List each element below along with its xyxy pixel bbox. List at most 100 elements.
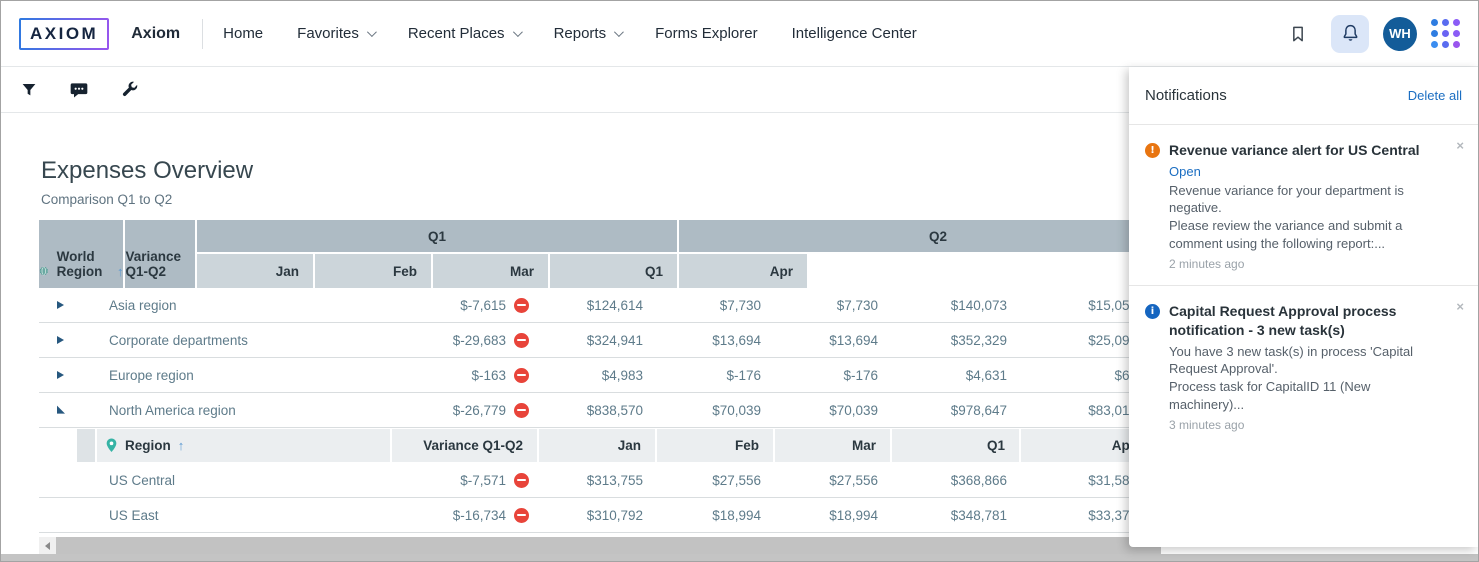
nav-item-intelligence-center[interactable]: Intelligence Center: [792, 25, 917, 42]
variance-value: $-26,779: [452, 402, 506, 418]
row-label: US East: [109, 507, 159, 523]
expand-row-icon[interactable]: [57, 371, 64, 379]
variance-value: $-7,571: [460, 472, 506, 488]
top-navigation-bar: AXIOM Axiom Home Favorites Recent Places…: [1, 1, 1478, 67]
chevron-down-icon: [512, 27, 523, 38]
cell-feb: $18,994: [712, 507, 761, 523]
nav-item-home[interactable]: Home: [223, 25, 263, 42]
window-bottom-scrollbar[interactable]: [1, 554, 1478, 561]
apps-grid-icon[interactable]: [1431, 19, 1460, 48]
column-header-apr[interactable]: Apr: [679, 254, 809, 288]
app-name: Axiom: [131, 24, 181, 42]
collapse-row-icon[interactable]: [57, 405, 65, 414]
nav-item-reports[interactable]: Reports: [554, 25, 624, 42]
axiom-logo[interactable]: AXIOM: [19, 17, 110, 50]
table-row-us-central[interactable]: US Central $-7,571 $313,755 $27,556 $27,…: [39, 463, 1199, 498]
cell-jan: $124,614: [586, 297, 643, 313]
table-row-corporate-departments[interactable]: Corporate departments $-29,683 $324,941 …: [39, 323, 1199, 358]
column-header-feb[interactable]: Feb: [315, 254, 433, 288]
notifications-bell-button[interactable]: [1331, 14, 1369, 53]
row-label-cell: Corporate departments: [39, 323, 394, 357]
table-row-asia-region[interactable]: Asia region $-7,615 $124,614 $7,730 $7,7…: [39, 288, 1199, 323]
cell-jan: $4,983: [601, 367, 643, 383]
table-row-north-america-region[interactable]: North America region $-26,779 $838,570 $…: [39, 393, 1199, 428]
table-horizontal-scrollbar: [39, 537, 1161, 554]
filter-button[interactable]: [13, 74, 45, 106]
notification-timestamp: 3 minutes ago: [1169, 418, 1245, 433]
notification-card-capital-request[interactable]: i Capital Request Approval process notif…: [1129, 285, 1478, 446]
row-label-cell: Europe region: [39, 358, 394, 392]
subcolumn-header-jan[interactable]: Jan: [539, 429, 657, 462]
variance-cell: $-163: [394, 358, 541, 392]
sort-ascending-icon[interactable]: ↑: [116, 264, 124, 279]
bookmark-button[interactable]: [1279, 15, 1317, 53]
column-header-world-region[interactable]: World Region ↑: [39, 220, 126, 288]
negative-variance-icon: [514, 507, 529, 523]
filter-icon: [22, 83, 36, 95]
settings-wrench-button[interactable]: [113, 74, 145, 106]
subcolumn-header-feb[interactable]: Feb: [657, 429, 775, 462]
nav-item-favorites[interactable]: Favorites: [297, 25, 377, 42]
expenses-table: World Region ↑ Variance Q1-Q2 Q1 Q2 Jan …: [39, 220, 1199, 533]
delete-all-link[interactable]: Delete all: [1407, 88, 1462, 103]
subcolumn-header-variance[interactable]: Variance Q1-Q2: [392, 429, 539, 462]
variance-value: $-29,683: [452, 332, 506, 348]
notification-body-line: Revenue variance for your department is …: [1169, 182, 1404, 216]
variance-value: $-16,734: [452, 507, 506, 523]
column-header-mar[interactable]: Mar: [433, 254, 550, 288]
expand-row-icon[interactable]: [57, 301, 64, 309]
scrollbar-thumb[interactable]: [56, 537, 1161, 554]
table-row-us-east[interactable]: US East $-16,734 $310,792 $18,994 $18,99…: [39, 498, 1199, 533]
negative-variance-icon: [514, 472, 529, 488]
variance-cell: $-16,734: [394, 498, 541, 532]
group-header-q2[interactable]: Q2: [679, 220, 1199, 252]
comments-button[interactable]: [63, 74, 95, 106]
cell-mar: $18,994: [829, 507, 878, 523]
column-header-label: World Region: [56, 249, 103, 279]
subcolumn-header-mar[interactable]: Mar: [775, 429, 892, 462]
open-link[interactable]: Open: [1169, 163, 1201, 179]
scroll-left-arrow-icon: [45, 541, 50, 550]
table-row-europe-region[interactable]: Europe region $-163 $4,983 $-176 $-176 $…: [39, 358, 1199, 393]
subcolumn-header-region[interactable]: Region ↑: [97, 429, 392, 462]
subcolumn-header-q1-total[interactable]: Q1: [892, 429, 1021, 462]
notification-card-revenue-variance[interactable]: ! Revenue variance alert for US Central …: [1129, 125, 1478, 285]
cell-q1: $352,329: [950, 332, 1007, 348]
notifications-title: Notifications: [1145, 87, 1227, 104]
user-avatar[interactable]: WH: [1383, 16, 1417, 51]
scroll-left-button[interactable]: [39, 537, 56, 554]
cell-feb: $-176: [726, 367, 761, 383]
cell-mar: $7,730: [836, 297, 878, 313]
cell-feb: $70,039: [712, 402, 761, 418]
main-nav: Home Favorites Recent Places Reports For…: [223, 25, 917, 42]
close-icon[interactable]: ×: [1456, 138, 1464, 153]
column-header-jan[interactable]: Jan: [197, 254, 315, 288]
month-header-row: Jan Feb Mar Q1 Apr: [197, 254, 1199, 288]
cell-apr: $15,056: [1088, 297, 1137, 313]
row-label-cell: North America region: [39, 393, 394, 427]
sort-ascending-icon[interactable]: ↑: [177, 438, 185, 453]
row-label-cell: US Central: [39, 463, 394, 497]
wrench-icon: [122, 81, 137, 97]
column-header-variance[interactable]: Variance Q1-Q2: [125, 220, 197, 288]
cell-q1: $368,866: [950, 472, 1007, 488]
chevron-down-icon: [366, 27, 377, 38]
quarter-group-row: Q1 Q2: [197, 220, 1199, 252]
variance-cell: $-7,615: [394, 288, 541, 322]
column-header-q1-total[interactable]: Q1: [550, 254, 679, 288]
nav-item-forms-explorer[interactable]: Forms Explorer: [655, 25, 758, 42]
expand-row-icon[interactable]: [57, 336, 64, 344]
notification-title: Capital Request Approval process notific…: [1169, 303, 1397, 338]
group-header-q1[interactable]: Q1: [197, 220, 679, 252]
cell-jan: $313,755: [586, 472, 643, 488]
cell-q1: $348,781: [950, 507, 1007, 523]
close-icon[interactable]: ×: [1456, 299, 1464, 315]
comment-icon: [70, 82, 88, 97]
bell-icon: [1343, 24, 1357, 41]
notification-body: Revenue variance for your department is …: [1169, 182, 1444, 252]
nav-item-recent-places[interactable]: Recent Places: [408, 25, 523, 42]
axiom-logo-text: AXIOM: [30, 23, 99, 43]
report-header: Expenses Overview Comparison Q1 to Q2: [1, 113, 1478, 207]
row-label: North America region: [109, 402, 236, 418]
